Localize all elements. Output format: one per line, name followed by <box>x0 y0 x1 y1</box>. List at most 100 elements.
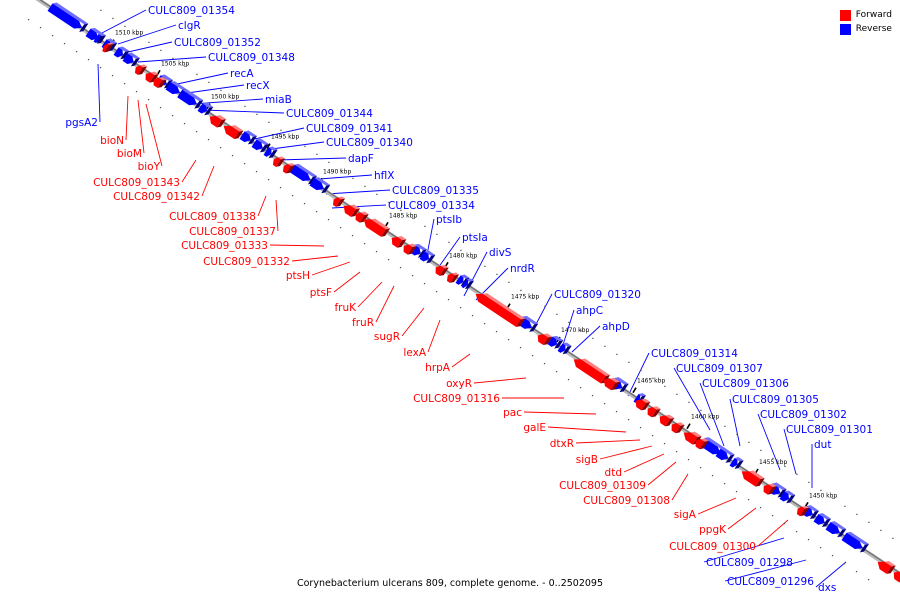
leader-line <box>127 41 173 53</box>
legend-reverse-label: Reverse <box>855 24 892 34</box>
track-dot <box>700 409 702 412</box>
track-dot <box>675 450 678 453</box>
track-dot <box>424 225 426 228</box>
track-dot <box>400 209 402 212</box>
track-dot <box>231 154 234 157</box>
track-dot <box>123 82 126 85</box>
leader-line <box>97 63 101 123</box>
gene-label: clgR <box>178 20 201 32</box>
track-dot <box>699 466 702 469</box>
track-dot <box>448 241 450 244</box>
track-dot <box>676 393 678 396</box>
gene-label: ppgK <box>699 524 727 536</box>
gene-label: recA <box>230 68 254 80</box>
forward-gene-arrow <box>332 196 346 207</box>
gene-label: CULC809_01305 <box>732 394 819 406</box>
forward-gene-arrow <box>355 211 369 223</box>
gene-label: nrdR <box>510 263 535 275</box>
tick-label: 1480 kbp <box>449 252 477 259</box>
track-dot <box>555 370 558 373</box>
track-dot <box>579 386 582 389</box>
forward-gene-arrow <box>647 406 661 418</box>
tick-label: 1455 kbp <box>759 459 787 466</box>
leader-line <box>727 507 757 530</box>
gene-label: fruR <box>352 317 374 329</box>
label-leader-lines <box>97 9 847 588</box>
leader-line <box>117 24 177 45</box>
gene-label: CULC809_01354 <box>148 5 235 17</box>
gene-label: CULC809_01308 <box>583 495 670 507</box>
tick-label: 1460 kbp <box>691 414 719 421</box>
gene-label: CULC809_01343 <box>93 177 180 189</box>
track-dot <box>507 338 510 341</box>
track-dot <box>483 322 486 325</box>
gene-arrows <box>47 2 900 583</box>
track-dot <box>783 522 786 525</box>
track-dot <box>663 442 666 445</box>
gene-label: oxyR <box>446 378 472 390</box>
track-dot <box>27 18 30 21</box>
tick-label: 1490 kbp <box>323 168 351 175</box>
track-dot <box>568 321 570 324</box>
reverse-gene-arrow <box>779 490 796 504</box>
leader-line <box>673 367 711 431</box>
leader-line <box>523 411 597 415</box>
track-dot <box>771 514 774 517</box>
forward-gene-arrow <box>695 438 709 450</box>
reverse-gene-arrow <box>557 342 572 355</box>
leader-line <box>724 559 807 582</box>
track-dot <box>339 226 342 229</box>
track-dot <box>832 497 834 500</box>
track-dot <box>351 234 354 237</box>
leader-line <box>547 426 627 433</box>
gene-label: bioM <box>117 148 142 160</box>
track-dot <box>484 265 486 268</box>
leader-line <box>783 428 797 475</box>
track-dot <box>604 345 606 348</box>
track-dot <box>219 146 222 149</box>
track-dot <box>867 578 870 581</box>
track-dot <box>495 330 498 333</box>
forward-gene-arrow <box>209 115 227 128</box>
track-dot <box>616 353 618 356</box>
legend: Forward Reverse <box>839 8 892 36</box>
gene-label: galE <box>523 422 546 434</box>
forward-gene-arrow <box>763 483 777 495</box>
track-dot <box>136 33 138 36</box>
track-dot <box>736 433 738 436</box>
track-dot <box>63 42 66 45</box>
track-dot <box>51 34 54 37</box>
track-dot <box>628 361 630 364</box>
track-dot <box>267 178 270 181</box>
track-dot <box>796 473 798 476</box>
track-dot <box>423 282 426 285</box>
track-dot <box>412 217 414 220</box>
reverse-gene-arrow <box>177 89 204 109</box>
leader-line <box>671 473 689 501</box>
track-dot <box>651 434 654 437</box>
track-dot <box>868 521 870 524</box>
leader-line <box>463 251 488 297</box>
leader-line <box>331 204 387 209</box>
gene-label: dtd <box>605 467 622 479</box>
gene-label: fruK <box>334 302 357 314</box>
reverse-gene-arrow <box>93 33 107 44</box>
track-dot <box>687 458 690 461</box>
reverse-gene-arrow <box>289 163 317 185</box>
track-dot <box>856 513 858 516</box>
tick-mark <box>686 423 691 430</box>
track-dot <box>124 25 126 28</box>
tick-label: 1485 kbp <box>389 212 417 219</box>
gene-label: recX <box>246 80 270 92</box>
track-dot <box>328 161 330 164</box>
reverse-gene-arrow <box>825 521 847 538</box>
track-dot <box>531 354 534 357</box>
tick-mark <box>632 387 637 394</box>
track-dot <box>148 41 150 44</box>
legend-forward: Forward <box>839 8 892 22</box>
track-dot <box>112 17 114 20</box>
track-dot <box>375 250 378 253</box>
leader-line <box>201 165 215 197</box>
gene-label: ptsF <box>310 287 332 299</box>
